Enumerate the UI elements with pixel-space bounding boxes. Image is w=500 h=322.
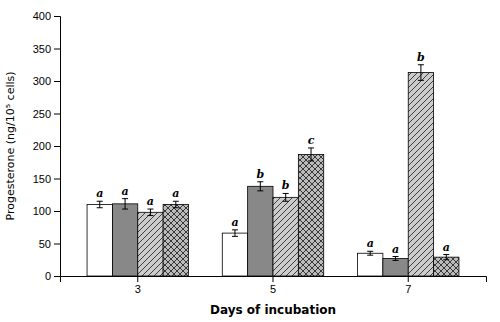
y-tick-label: 50 xyxy=(39,238,51,250)
y-tick-label: 300 xyxy=(33,75,51,87)
error-bar xyxy=(393,257,399,261)
y-tick-label: 0 xyxy=(45,270,51,282)
y-tick-label: 150 xyxy=(33,173,51,185)
y-tick: 50 xyxy=(39,238,60,250)
error-bar xyxy=(283,193,289,201)
y-tick: 350 xyxy=(33,43,60,55)
y-tick-mark xyxy=(54,179,60,180)
error-bar xyxy=(97,201,103,208)
x-tick-label: 3 xyxy=(135,283,141,295)
bar xyxy=(298,154,323,276)
plot: 0 50 100 150 200 250 300 350 400 3 5 7 a a a a b a a b b a c a xyxy=(33,10,487,295)
y-tick-label: 350 xyxy=(33,43,51,55)
y-tick-mark xyxy=(54,146,60,147)
y-axis-line xyxy=(54,17,61,277)
x-tick-label: 5 xyxy=(270,283,276,295)
letter: a xyxy=(96,187,103,200)
letter: c xyxy=(308,134,315,147)
x-tick-mark xyxy=(408,276,409,282)
x-tick: 3 xyxy=(135,276,141,295)
error-bar xyxy=(232,230,238,237)
bar xyxy=(138,212,163,276)
y-tick-mark xyxy=(54,49,60,50)
error-bar xyxy=(367,251,373,255)
error-bar xyxy=(173,201,179,208)
x-tick-mark xyxy=(137,276,138,282)
bars xyxy=(87,65,459,276)
letter: b xyxy=(256,168,264,181)
x-axis-line xyxy=(61,277,487,283)
y-tick-label: 100 xyxy=(33,205,51,217)
error-bar xyxy=(147,209,153,216)
y-tick: 400 xyxy=(33,10,60,22)
error-bar xyxy=(122,199,128,209)
y-tick-mark xyxy=(54,114,60,115)
letters: a a a a b a a b b a c a xyxy=(96,51,450,256)
error-bar xyxy=(418,65,424,81)
y-tick: 250 xyxy=(33,108,60,120)
letter: b xyxy=(417,51,425,64)
letter: a xyxy=(172,187,179,200)
letter: a xyxy=(443,241,450,254)
x-axis: 3 5 7 xyxy=(61,276,487,295)
y-axis: 0 50 100 150 200 250 300 350 400 xyxy=(33,10,61,282)
error-bar xyxy=(308,148,314,161)
bar xyxy=(87,205,112,277)
y-tick: 300 xyxy=(33,75,60,87)
y-tick: 0 xyxy=(45,270,60,282)
bar xyxy=(248,186,273,276)
y-tick-label: 250 xyxy=(33,108,51,120)
y-tick: 100 xyxy=(33,205,60,217)
bar xyxy=(112,204,137,276)
bar xyxy=(358,253,383,276)
x-tick: 5 xyxy=(270,276,276,295)
y-tick-label: 200 xyxy=(33,140,51,152)
bar xyxy=(273,197,298,276)
y-tick-mark xyxy=(54,211,60,212)
letter: a xyxy=(392,243,399,256)
bar xyxy=(163,205,188,277)
letter: a xyxy=(367,237,374,250)
bar xyxy=(383,258,408,276)
y-tick: 150 xyxy=(33,173,60,185)
y-tick-mark xyxy=(54,276,60,277)
letter: b xyxy=(282,179,290,192)
y-tick-label: 400 xyxy=(33,10,51,22)
x-tick-label: 7 xyxy=(405,283,411,295)
y-tick-mark xyxy=(54,244,60,245)
error-bar xyxy=(257,182,263,191)
error-bar xyxy=(443,255,449,260)
y-tick-mark xyxy=(54,16,60,17)
chart: 0 50 100 150 200 250 300 350 400 3 5 7 a a a a b a a b b a c a D… xyxy=(0,0,500,322)
bar xyxy=(222,233,247,276)
y-tick-mark xyxy=(54,81,60,82)
bar xyxy=(408,73,433,276)
y-axis-title: Progesterone (ng/10⁵ cells) xyxy=(4,71,17,220)
x-tick: 7 xyxy=(405,276,411,295)
letter: a xyxy=(147,195,154,208)
x-tick-mark xyxy=(273,276,274,282)
letter: a xyxy=(122,185,129,198)
x-axis-title: Days of incubation xyxy=(210,303,336,317)
y-tick: 200 xyxy=(33,140,60,152)
letter: a xyxy=(231,216,238,229)
